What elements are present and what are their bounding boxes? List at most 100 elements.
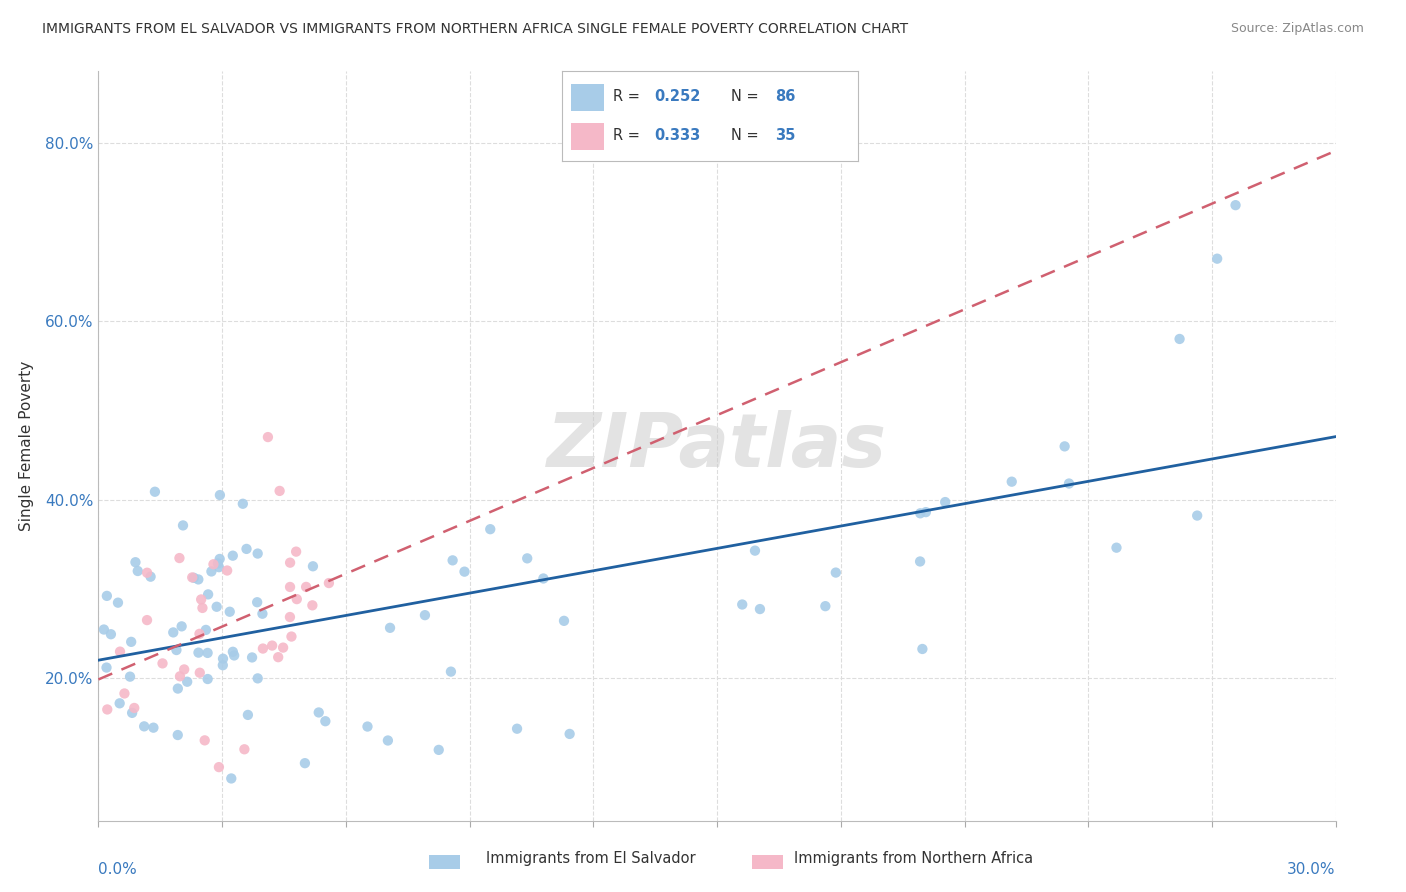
Point <box>143 484 166 499</box>
Point <box>194 623 217 637</box>
Point <box>176 674 198 689</box>
Point <box>96 702 118 716</box>
Point <box>100 627 122 641</box>
Point <box>139 570 162 584</box>
Point <box>1057 476 1080 491</box>
Point <box>134 719 156 733</box>
Point <box>911 642 934 657</box>
Point <box>1185 508 1208 523</box>
Point <box>1001 475 1024 489</box>
Point <box>285 544 308 558</box>
Point <box>516 551 538 566</box>
Point <box>121 706 143 720</box>
Point <box>142 721 165 735</box>
Text: 30.0%: 30.0% <box>1288 862 1336 877</box>
Point <box>222 645 245 659</box>
Point <box>96 589 118 603</box>
Point <box>108 645 131 659</box>
Point <box>558 727 581 741</box>
Point <box>749 602 772 616</box>
Point <box>181 570 204 584</box>
Point <box>824 566 846 580</box>
Point <box>207 557 229 571</box>
Point <box>212 651 235 665</box>
Point <box>301 599 323 613</box>
Point <box>197 672 219 686</box>
Point <box>166 681 188 696</box>
Point <box>136 566 159 580</box>
Point <box>240 650 263 665</box>
Point <box>506 722 529 736</box>
Point <box>453 565 475 579</box>
Point <box>280 630 302 644</box>
Point <box>169 669 191 683</box>
Point <box>108 696 131 710</box>
Point <box>440 665 463 679</box>
Point <box>188 627 211 641</box>
Point <box>908 554 931 568</box>
Point <box>295 580 318 594</box>
Point <box>233 742 256 756</box>
Point <box>93 623 115 637</box>
Text: IMMIGRANTS FROM EL SALVADOR VS IMMIGRANTS FROM NORTHERN AFRICA SINGLE FEMALE POV: IMMIGRANTS FROM EL SALVADOR VS IMMIGRANT… <box>42 22 908 37</box>
Point <box>190 592 212 607</box>
Text: Immigrants from El Salvador: Immigrants from El Salvador <box>485 851 696 865</box>
Point <box>285 592 308 607</box>
Point <box>441 553 464 567</box>
Point <box>122 701 145 715</box>
Point <box>267 650 290 665</box>
Point <box>356 720 378 734</box>
Point <box>1105 541 1128 555</box>
Point <box>1168 332 1191 346</box>
Point <box>413 608 436 623</box>
Point <box>114 686 136 700</box>
Point <box>202 558 225 572</box>
FancyBboxPatch shape <box>571 84 603 111</box>
Text: 0.252: 0.252 <box>654 89 700 103</box>
Point <box>378 621 401 635</box>
Text: N =: N = <box>731 128 763 143</box>
Point <box>731 598 754 612</box>
Text: R =: R = <box>613 89 644 103</box>
Point <box>269 483 291 498</box>
Point <box>246 595 269 609</box>
Point <box>107 596 129 610</box>
Point <box>531 572 554 586</box>
Point <box>127 564 149 578</box>
Text: 86: 86 <box>775 89 796 103</box>
Point <box>246 672 269 686</box>
Text: 0.333: 0.333 <box>654 128 700 143</box>
Point <box>173 662 195 676</box>
Point <box>211 658 233 673</box>
Point <box>188 665 211 680</box>
Point <box>427 743 450 757</box>
Point <box>170 619 193 633</box>
Text: R =: R = <box>613 128 644 143</box>
Point <box>236 707 259 722</box>
Point <box>915 505 938 519</box>
Point <box>205 599 228 614</box>
Point <box>910 506 932 520</box>
Point <box>217 564 239 578</box>
Point <box>278 610 301 624</box>
Point <box>246 547 269 561</box>
Point <box>200 565 222 579</box>
Point <box>262 639 284 653</box>
Point <box>166 728 188 742</box>
Point <box>152 657 174 671</box>
Point <box>120 635 142 649</box>
Point <box>278 556 301 570</box>
Point <box>308 706 330 720</box>
Point <box>1225 198 1247 212</box>
Point <box>187 573 209 587</box>
Text: 0.0%: 0.0% <box>98 862 138 877</box>
Point <box>1053 439 1076 453</box>
Point <box>314 714 336 729</box>
Point <box>814 599 837 614</box>
Point <box>302 559 325 574</box>
Point <box>208 552 231 566</box>
Point <box>165 643 187 657</box>
Text: N =: N = <box>731 89 763 103</box>
Point <box>118 670 141 684</box>
Text: Source: ZipAtlas.com: Source: ZipAtlas.com <box>1230 22 1364 36</box>
